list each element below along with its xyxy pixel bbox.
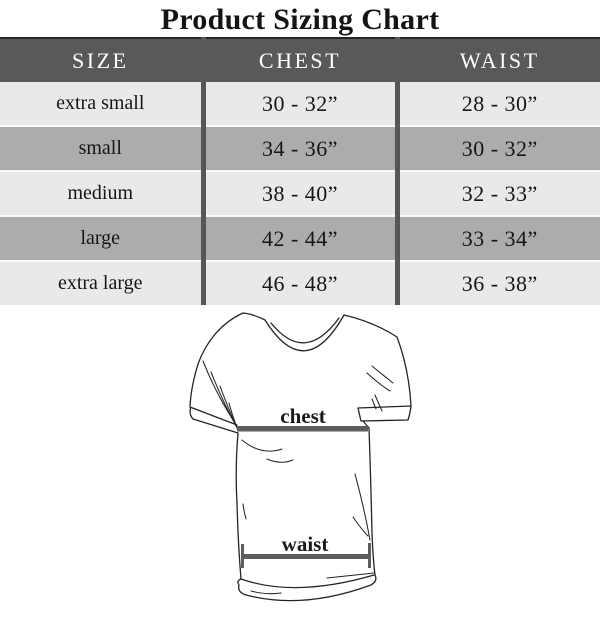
chest-measure-line: chest [237, 404, 368, 432]
tshirt-illustration: chest waist [0, 305, 600, 619]
chest-cell: 34 - 36” [200, 125, 400, 171]
waist-cell: 32 - 33” [397, 170, 600, 216]
table-row: extra large 46 - 48” 36 - 38” [0, 260, 600, 305]
waist-cell: 33 - 34” [397, 215, 600, 261]
waist-cell: 28 - 30” [397, 82, 600, 126]
hem-band-outline [237, 574, 377, 602]
right-sleeve-wrinkle [366, 372, 391, 392]
tshirt-hem [237, 572, 377, 602]
waist-cell: 30 - 32” [397, 125, 600, 171]
left-torso-wrinkle [242, 503, 247, 520]
table-row: small 34 - 36” 30 - 32” [0, 125, 600, 171]
table-row: extra small 30 - 32” 28 - 30” [0, 82, 600, 126]
chest-wrinkle [241, 439, 283, 452]
tshirt-svg: chest waist [189, 312, 412, 602]
right-sleeve-outline [343, 314, 412, 407]
size-cell: small [0, 125, 203, 171]
table-row: large 42 - 44” 33 - 34” [0, 215, 600, 261]
tshirt-left-sleeve [189, 312, 266, 434]
chest-label: chest [280, 404, 326, 428]
chest-cell: 30 - 32” [200, 82, 400, 126]
right-side-seam [368, 427, 376, 576]
tshirt-collar [264, 314, 345, 352]
chest-wrinkle [266, 458, 294, 463]
chest-cell: 46 - 48” [200, 260, 400, 305]
column-header-chest: CHEST [200, 38, 400, 82]
size-cell: extra small [0, 82, 203, 126]
waist-measure-bar [242, 554, 370, 559]
hem-inner-line [326, 572, 375, 579]
hem-wrinkle [250, 590, 282, 595]
column-header-waist: WAIST [397, 38, 600, 82]
left-cuff-end-cap [189, 407, 194, 420]
size-cell: large [0, 215, 203, 261]
waist-label: waist [282, 532, 329, 556]
right-torso-wrinkle [354, 473, 371, 541]
hem-top-line [240, 574, 375, 589]
size-cell: medium [0, 170, 203, 216]
right-sleeve-wrinkle [371, 365, 394, 384]
size-cell: extra large [0, 260, 203, 305]
waist-cell: 36 - 38” [397, 260, 600, 305]
sizing-table: SIZE CHEST WAIST extra small 30 - 32” 28… [0, 37, 600, 305]
left-side-seam [235, 432, 242, 580]
right-sleeve-wrinkle [374, 394, 383, 412]
table-header-row: SIZE CHEST WAIST [0, 38, 600, 82]
left-cuff-bottom-line [192, 418, 239, 434]
collar-outer-line [264, 314, 345, 352]
right-sleeve-wrinkle [371, 398, 377, 410]
chest-cell: 42 - 44” [200, 215, 400, 261]
page-title: Product Sizing Chart [160, 3, 440, 36]
left-sleeve-outline [189, 312, 266, 407]
left-cuff-top-line [189, 406, 238, 426]
chest-cell: 38 - 40” [200, 170, 400, 216]
right-cuff-band [357, 405, 412, 422]
column-header-size: SIZE [0, 38, 203, 82]
collar-inner-line [270, 317, 340, 344]
chest-measure-bar [237, 426, 368, 432]
table-row: medium 38 - 40” 32 - 33” [0, 170, 600, 216]
right-torso-wrinkle [352, 516, 369, 537]
tshirt-right-sleeve [343, 314, 412, 429]
waist-measure-line: waist [241, 532, 371, 568]
tshirt-torso [235, 427, 376, 580]
